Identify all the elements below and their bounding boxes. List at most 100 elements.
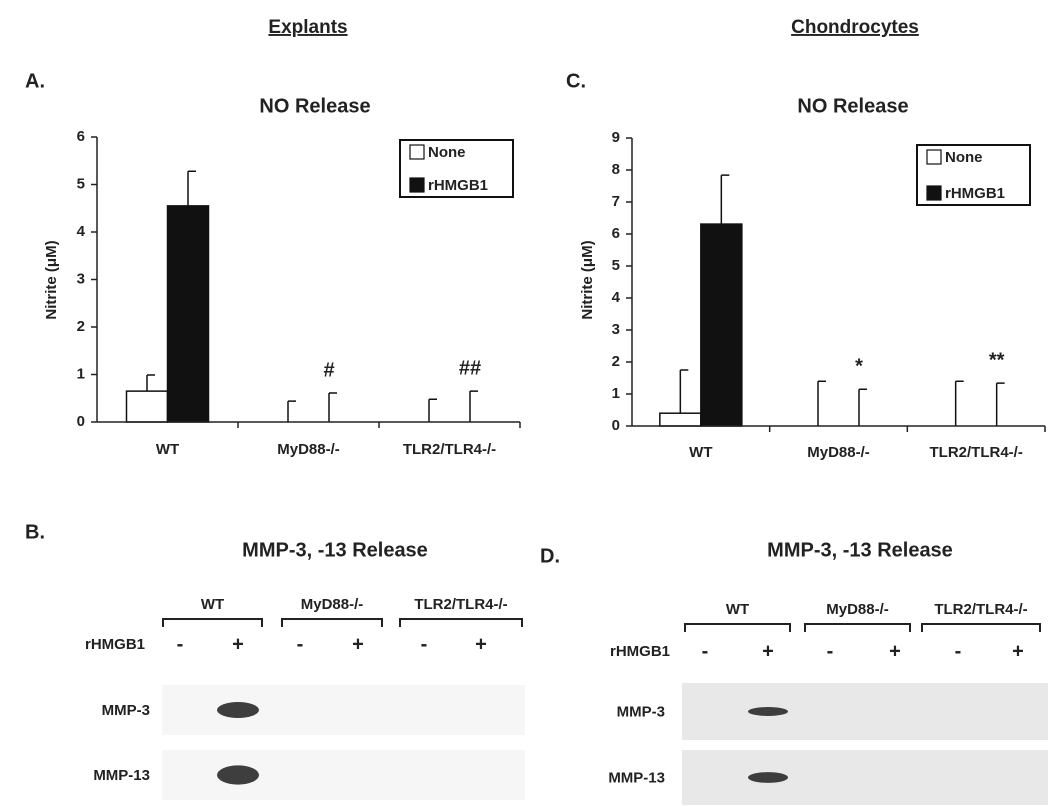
row-label: MMP-3 <box>102 702 150 719</box>
x-tick-label: TLR2/TLR4-/- <box>403 441 496 458</box>
y-tick-label: 8 <box>612 161 620 178</box>
annotation: ** <box>989 349 1005 371</box>
y-tick-label: 0 <box>77 413 85 430</box>
x-tick-label: TLR2/TLR4-/- <box>930 444 1023 461</box>
y-tick-label: 4 <box>612 289 621 306</box>
legend-swatch <box>926 149 942 165</box>
error-bar <box>328 392 337 422</box>
annotation: * <box>855 355 863 377</box>
treatment-sign: + <box>232 633 244 655</box>
bar <box>125 390 169 423</box>
treatment-sign: - <box>827 640 834 662</box>
treatment-sign: - <box>955 640 962 662</box>
y-tick-label: 1 <box>77 365 85 382</box>
row-label: MMP-13 <box>608 769 665 786</box>
bar <box>659 412 702 427</box>
treatment-sign: + <box>762 640 774 662</box>
error-bar <box>287 400 296 422</box>
panel-label: C. <box>566 70 586 92</box>
treatment-label: rHMGB1 <box>610 643 670 660</box>
row-label: MMP-13 <box>93 767 150 784</box>
error-bar <box>428 398 437 422</box>
treatment-sign: + <box>889 640 901 662</box>
group-bracket <box>281 618 383 627</box>
blot-band <box>217 702 259 718</box>
error-bar <box>995 382 1005 426</box>
legend-label: rHMGB1 <box>945 185 1005 202</box>
error-bar <box>679 369 689 414</box>
blot-strip <box>682 750 1048 805</box>
row-label: MMP-3 <box>617 703 665 720</box>
legend-label: None <box>945 149 983 166</box>
y-tick-label: 3 <box>612 321 620 338</box>
y-axis-label: Nitrite (μM) <box>579 240 596 319</box>
y-tick-label: 5 <box>77 175 85 192</box>
blot-title: MMP-3, -13 Release <box>767 539 953 561</box>
bar <box>166 205 210 423</box>
y-tick-label: 0 <box>612 417 620 434</box>
x-tick-label: WT <box>156 441 179 458</box>
error-bar <box>187 170 196 206</box>
heading: Explants <box>268 17 347 38</box>
treatment-sign: - <box>421 633 428 655</box>
group-label: TLR2/TLR4-/- <box>414 596 507 613</box>
x-tick-label: WT <box>689 444 712 461</box>
error-bar <box>817 380 826 426</box>
group-label: WT <box>201 596 224 613</box>
heading: Chondrocytes <box>791 17 919 38</box>
chart-title: NO Release <box>259 95 370 117</box>
error-bar <box>858 388 867 426</box>
group-bracket <box>162 618 263 627</box>
blot-title: MMP-3, -13 Release <box>242 539 428 561</box>
y-tick-label: 3 <box>77 270 85 287</box>
panel-label: A. <box>25 70 45 92</box>
blot-band <box>748 707 788 716</box>
legend-swatch <box>409 144 425 160</box>
group-label: MyD88-/- <box>301 596 364 613</box>
treatment-label: rHMGB1 <box>85 636 145 653</box>
legend-label: rHMGB1 <box>428 177 488 194</box>
error-bar <box>146 374 155 392</box>
error-bar <box>469 390 478 422</box>
treatment-sign: - <box>297 633 304 655</box>
x-tick-label: MyD88-/- <box>277 441 340 458</box>
legend-swatch <box>926 185 942 201</box>
group-label: TLR2/TLR4-/- <box>934 601 1027 618</box>
error-bar <box>954 380 964 426</box>
treatment-sign: - <box>702 640 709 662</box>
y-tick-label: 4 <box>77 223 86 240</box>
group-bracket <box>804 623 911 632</box>
treatment-sign: + <box>352 633 364 655</box>
y-tick-label: 2 <box>77 318 85 335</box>
group-label: WT <box>726 601 749 618</box>
y-tick-label: 6 <box>612 225 620 242</box>
error-bar <box>720 174 730 225</box>
treatment-sign: + <box>475 633 487 655</box>
treatment-sign: + <box>1012 640 1024 662</box>
y-tick-label: 1 <box>612 385 620 402</box>
y-tick-label: 6 <box>77 128 85 145</box>
group-bracket <box>399 618 523 627</box>
y-tick-label: 2 <box>612 353 620 370</box>
blot-band <box>748 772 788 783</box>
panel-label: B. <box>25 521 45 543</box>
y-tick-label: 9 <box>612 129 620 146</box>
y-axis-label: Nitrite (μM) <box>43 240 60 319</box>
y-tick-label: 5 <box>612 257 620 274</box>
group-label: MyD88-/- <box>826 601 889 618</box>
blot-band <box>217 765 259 785</box>
bar <box>700 223 743 427</box>
panel-label: D. <box>540 545 560 567</box>
chart-title: NO Release <box>797 95 908 117</box>
y-tick-label: 7 <box>612 193 620 210</box>
blot-strip <box>162 750 525 800</box>
group-bracket <box>684 623 791 632</box>
legend-swatch <box>409 177 425 193</box>
treatment-sign: - <box>177 633 184 655</box>
annotation: # <box>323 359 334 381</box>
blot-strip <box>162 685 525 735</box>
legend-label: None <box>428 144 466 161</box>
annotation: ## <box>459 357 481 379</box>
x-tick-label: MyD88-/- <box>807 444 870 461</box>
